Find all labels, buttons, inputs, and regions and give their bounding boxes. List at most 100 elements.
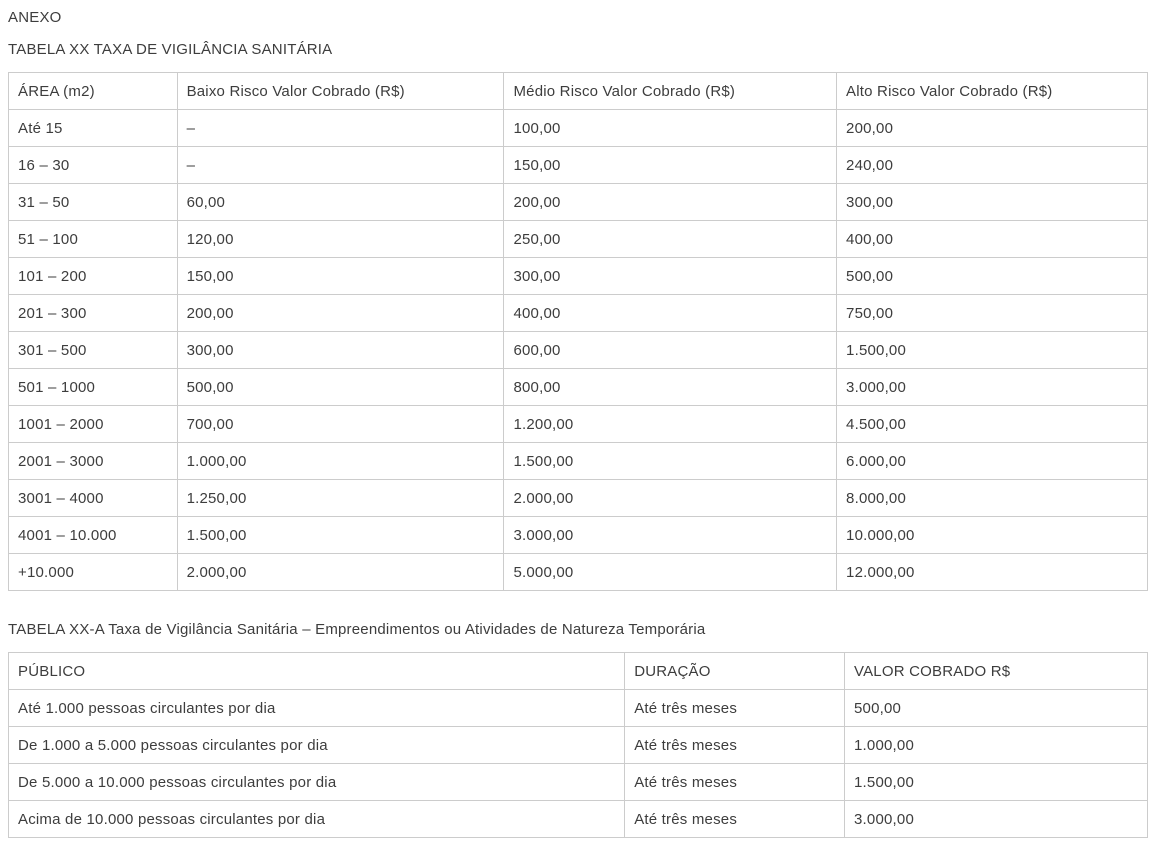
table-cell: 700,00 <box>176 405 505 443</box>
table-row: 4001 – 10.000 1.500,00 3.000,00 10.000,00 <box>8 516 1148 554</box>
table-row: Acima de 10.000 pessoas circulantes por … <box>7 800 1148 838</box>
column-header: Médio Risco Valor Cobrado (R$) <box>503 72 838 110</box>
table-cell: Acima de 10.000 pessoas circulantes por … <box>7 800 626 838</box>
table2-body: Até 1.000 pessoas circulantes por dia Até… <box>7 689 1148 838</box>
table1-header: ÁREA (m2) Baixo Risco Valor Cobrado (R$) M… <box>8 72 1148 110</box>
table-cell: 150,00 <box>176 257 505 295</box>
table-cell: 3.000,00 <box>836 368 1148 406</box>
table-row: 3001 – 4000 1.250,00 2.000,00 8.000,00 <box>8 479 1148 517</box>
table-cell: 501 – 1000 <box>8 368 178 406</box>
table-row: De 5.000 a 10.000 pessoas circulantes po… <box>7 763 1148 801</box>
table-cell: De 5.000 a 10.000 pessoas circulantes po… <box>7 763 626 801</box>
table-row: 2001 – 3000 1.000,00 1.500,00 6.000,00 <box>8 442 1148 480</box>
column-header: ÁREA (m2) <box>8 72 178 110</box>
table1-title: TABELA XX TAXA DE VIGILÂNCIA SANITÁRIA <box>8 41 333 58</box>
table-cell: 400,00 <box>836 220 1148 258</box>
table-cell: 51 – 100 <box>8 220 178 258</box>
table-cell: 3.000,00 <box>844 800 1148 838</box>
table-row: 101 – 200 150,00 300,00 500,00 <box>8 257 1148 295</box>
table-row: 501 – 1000 500,00 800,00 3.000,00 <box>8 368 1148 406</box>
table-cell: 3.000,00 <box>503 516 838 554</box>
table-row: 201 – 300 200,00 400,00 750,00 <box>8 294 1148 332</box>
table-cell: 500,00 <box>836 257 1148 295</box>
table-row: 51 – 100 120,00 250,00 400,00 <box>8 220 1148 258</box>
table-cell: 600,00 <box>503 331 838 369</box>
table-cell: 1.000,00 <box>176 442 505 480</box>
table-cell: Até 15 <box>8 109 178 147</box>
temporary-activities-fee-table: PÚBLICO DURAÇÃO VALOR COBRADO R$ Até 1.000… <box>7 652 1148 838</box>
table-cell: 1.250,00 <box>176 479 505 517</box>
table-row: 16 – 30–150,00 240,00 <box>8 146 1148 184</box>
table-cell: 240,00 <box>836 146 1148 184</box>
table-cell: Até três meses <box>624 726 846 764</box>
table-cell: 10.000,00 <box>836 516 1148 554</box>
table-cell: 1.200,00 <box>503 405 838 443</box>
table-row: De 1.000 a 5.000 pessoas circulantes por… <box>7 726 1148 764</box>
table-cell: 300,00 <box>836 183 1148 221</box>
table-cell: 201 – 300 <box>8 294 178 332</box>
table-cell: 100,00 <box>503 109 838 147</box>
table-row: +10.000 2.000,00 5.000,00 12.000,00 <box>8 553 1148 591</box>
table-row: 1001 – 2000 700,00 1.200,00 4.500,00 <box>8 405 1148 443</box>
table-cell: Até 1.000 pessoas circulantes por dia <box>7 689 626 727</box>
annex-heading: ANEXO <box>8 9 62 26</box>
column-header: DURAÇÃO <box>624 652 846 690</box>
table-cell: 2.000,00 <box>176 553 505 591</box>
table-cell: 8.000,00 <box>836 479 1148 517</box>
table-cell: +10.000 <box>8 553 178 591</box>
table-cell: 60,00 <box>176 183 505 221</box>
table-cell: 500,00 <box>176 368 505 406</box>
table-cell: 150,00 <box>503 146 838 184</box>
table-row: Até 1.000 pessoas circulantes por dia Até… <box>7 689 1148 727</box>
table-cell: 800,00 <box>503 368 838 406</box>
table-cell: 301 – 500 <box>8 331 178 369</box>
table-header-row: ÁREA (m2) Baixo Risco Valor Cobrado (R$) M… <box>8 72 1148 110</box>
column-header: Baixo Risco Valor Cobrado (R$) <box>176 72 505 110</box>
table-row: 301 – 500 300,00 600,00 1.500,00 <box>8 331 1148 369</box>
table2-header: PÚBLICO DURAÇÃO VALOR COBRADO R$ <box>7 652 1148 690</box>
table-cell: 1.500,00 <box>176 516 505 554</box>
table-cell: 1.500,00 <box>836 331 1148 369</box>
table-cell: – <box>176 109 505 147</box>
column-header: PÚBLICO <box>7 652 626 690</box>
table-cell: 2001 – 3000 <box>8 442 178 480</box>
table-cell: 200,00 <box>176 294 505 332</box>
table-cell: 300,00 <box>176 331 505 369</box>
table1-body: Até 15–100,00 200,00 16 – 30–150,00 240,00 3… <box>8 109 1148 591</box>
table-cell: 12.000,00 <box>836 553 1148 591</box>
table-cell: 1.500,00 <box>503 442 838 480</box>
table2-title: TABELA XX-A Taxa de Vigilância Sanitária… <box>8 621 706 638</box>
table-cell: 250,00 <box>503 220 838 258</box>
table-cell: De 1.000 a 5.000 pessoas circulantes por… <box>7 726 626 764</box>
table-cell: 1.000,00 <box>844 726 1148 764</box>
table-cell: 120,00 <box>176 220 505 258</box>
sanitary-surveillance-fee-table: ÁREA (m2) Baixo Risco Valor Cobrado (R$) M… <box>8 72 1148 591</box>
table-header-row: PÚBLICO DURAÇÃO VALOR COBRADO R$ <box>7 652 1148 690</box>
table-cell: 1001 – 2000 <box>8 405 178 443</box>
table-cell: 31 – 50 <box>8 183 178 221</box>
table-cell: 101 – 200 <box>8 257 178 295</box>
table-cell: Até três meses <box>624 800 846 838</box>
table-cell: 500,00 <box>844 689 1148 727</box>
table-cell: 6.000,00 <box>836 442 1148 480</box>
table-cell: 400,00 <box>503 294 838 332</box>
column-header: Alto Risco Valor Cobrado (R$) <box>836 72 1148 110</box>
table-cell: 16 – 30 <box>8 146 178 184</box>
table-cell: 200,00 <box>836 109 1148 147</box>
column-header: VALOR COBRADO R$ <box>844 652 1148 690</box>
table-cell: 300,00 <box>503 257 838 295</box>
table-row: Até 15–100,00 200,00 <box>8 109 1148 147</box>
table-cell: 5.000,00 <box>503 553 838 591</box>
table-cell: 4001 – 10.000 <box>8 516 178 554</box>
table-cell: – <box>176 146 505 184</box>
table-cell: 3001 – 4000 <box>8 479 178 517</box>
table-cell: 4.500,00 <box>836 405 1148 443</box>
table-row: 31 – 50 60,00 200,00 300,00 <box>8 183 1148 221</box>
table-cell: 750,00 <box>836 294 1148 332</box>
table-cell: 200,00 <box>503 183 838 221</box>
table-cell: 2.000,00 <box>503 479 838 517</box>
table-cell: Até três meses <box>624 763 846 801</box>
table-cell: Até três meses <box>624 689 846 727</box>
table-cell: 1.500,00 <box>844 763 1148 801</box>
